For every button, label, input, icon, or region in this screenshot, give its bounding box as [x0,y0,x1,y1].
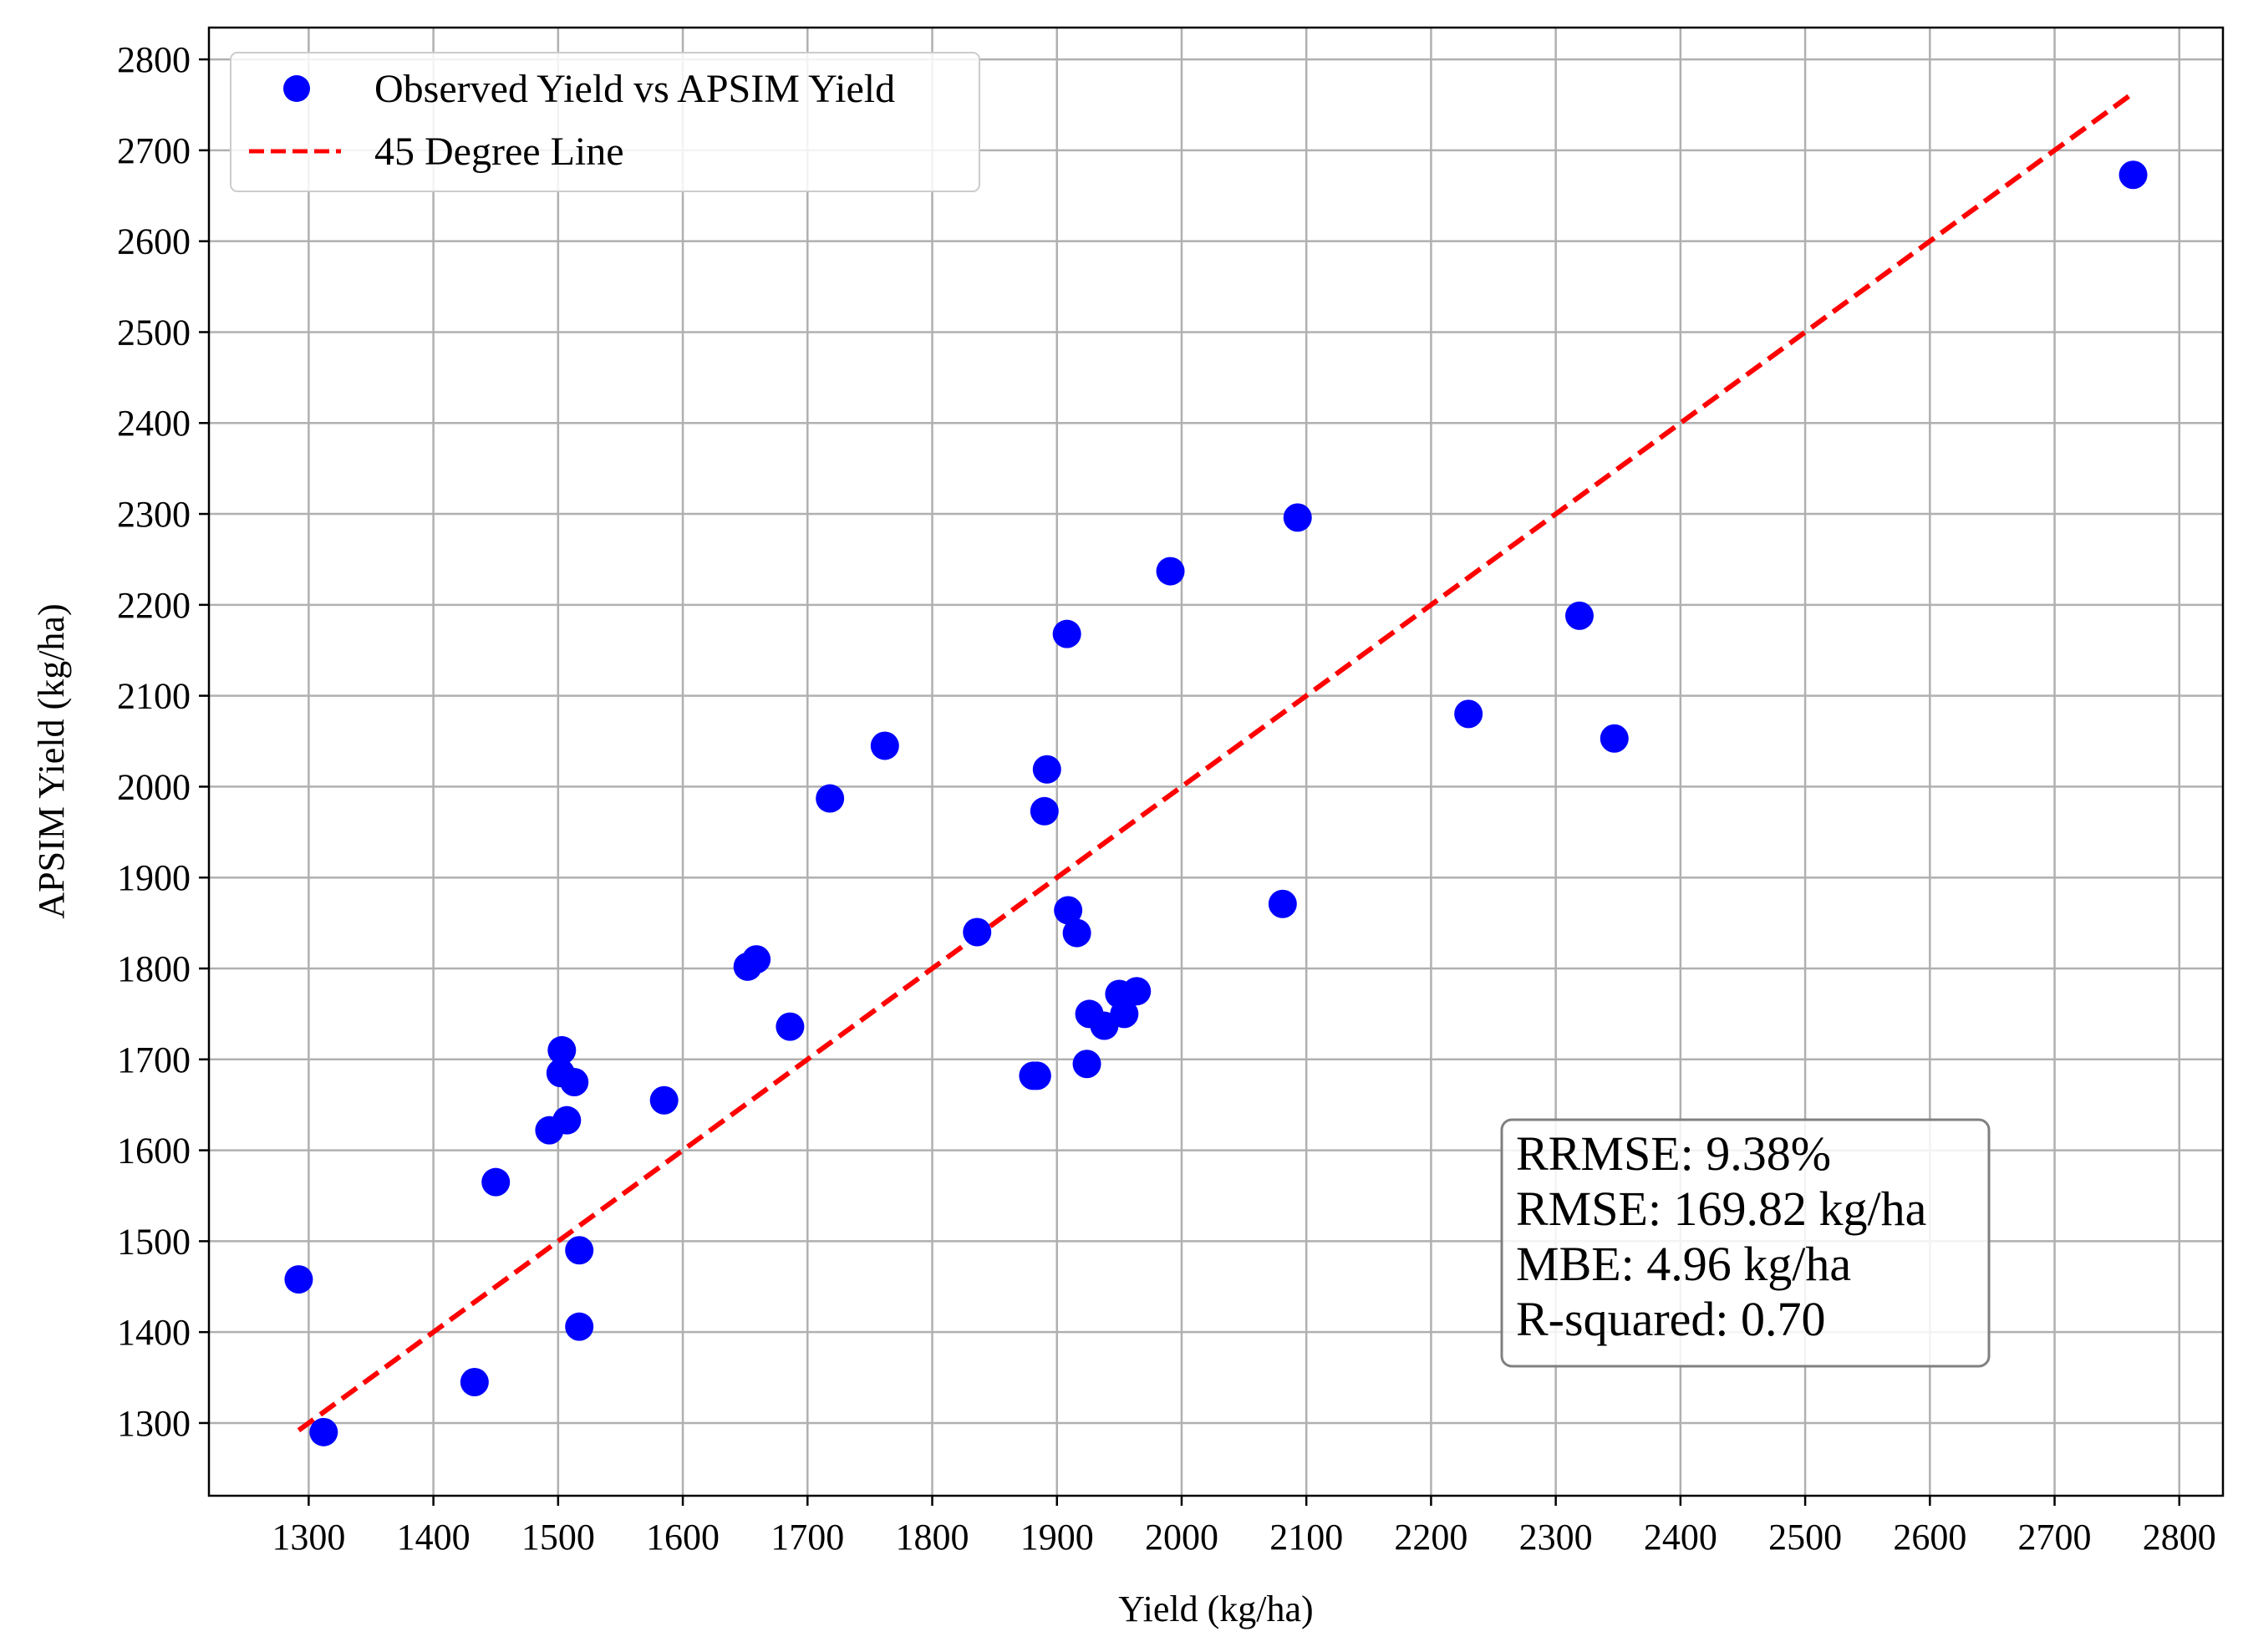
legend-label-points: Observed Yield vs APSIM Yield [374,67,895,111]
y-tick-label: 1600 [117,1131,191,1172]
scatter-points [284,160,2148,1446]
y-tick-label: 2600 [117,221,191,262]
scatter-point [1062,918,1091,948]
x-tick-label: 2600 [1893,1517,1966,1558]
x-tick-label: 2700 [2018,1517,2092,1558]
y-tick-label: 1300 [117,1403,191,1444]
scatter-point [649,1085,679,1115]
scatter-point [1032,755,1061,784]
y-tick-label: 2700 [117,130,191,171]
scatter-point [1156,557,1185,586]
x-tick-label: 2800 [2143,1517,2216,1558]
reference-line-45-degree [297,90,2135,1433]
y-axis-label: APSIM Yield (kg/ha) [31,603,72,918]
scatter-point [1022,1061,1051,1090]
x-axis-label: Yield (kg/ha) [1118,1588,1313,1629]
x-tick-label: 2100 [1269,1517,1343,1558]
scatter-point [565,1236,594,1265]
stat-rrmse: RRMSE: 9.38% [1516,1126,1831,1181]
y-tick-label: 2000 [117,766,191,807]
scatter-point [2118,160,2148,190]
scatter-point [776,1012,805,1041]
y-tick-label: 2200 [117,585,191,626]
scatter-point [552,1106,582,1135]
scatter-point [1564,601,1594,630]
scatter-point [1122,977,1152,1006]
x-tick-label: 1700 [771,1517,844,1558]
scatter-point [742,945,771,974]
scatter-point [1454,699,1483,729]
stat-mbe: MBE: 4.96 kg/ha [1516,1237,1851,1291]
scatter-point [1030,796,1059,826]
x-tick-label: 1600 [646,1517,720,1558]
stats-box-frame [1500,1118,1991,1368]
scatter-point [816,784,845,813]
scatter-point [481,1167,511,1197]
y-tick-label: 2500 [117,312,191,353]
scatter-point [1072,1050,1101,1079]
scatter-point [1268,889,1297,918]
scatter-point [963,917,992,947]
legend-marker-points [283,75,310,102]
y-tick-label: 2400 [117,403,191,444]
scatter-point [1283,503,1312,532]
scatter-point [560,1067,589,1096]
y-tick-label: 1400 [117,1312,191,1353]
x-tick-label: 1500 [521,1517,595,1558]
stat-rmse: RMSE: 169.82 kg/ha [1516,1182,1926,1236]
x-tick-label: 1300 [272,1517,345,1558]
stat-r-squared: R-squared: 0.70 [1516,1292,1826,1346]
y-tick-label: 2800 [117,39,191,80]
scatter-point [284,1265,313,1294]
x-tick-label: 1400 [397,1517,470,1558]
y-tick-label: 2300 [117,494,191,535]
scatter-point [1110,999,1139,1029]
x-tick-label: 2000 [1145,1517,1218,1558]
scatter-point [565,1312,594,1341]
x-tick-label: 2500 [1768,1517,1842,1558]
plot-frame [207,26,2225,1497]
stats-box: RRMSE: 9.38% RMSE: 169.82 kg/ha MBE: 4.9… [1500,1118,1991,1368]
x-tick-label: 2400 [1644,1517,1717,1558]
reference-line-layer [297,90,2135,1433]
x-tick-label: 2300 [1519,1517,1593,1558]
legend-label-line: 45 Degree Line [374,130,624,174]
x-tick-label: 1900 [1020,1517,1094,1558]
legend-box [230,52,980,192]
scatter-point [547,1035,577,1065]
scatter-point [1052,619,1081,648]
scatter-point [309,1417,338,1446]
y-tick-label: 1900 [117,857,191,898]
scatter-point [460,1368,489,1397]
axis-ticks: 1300 1400 1500 1600 1700 1800 1900 2000 2100 2200… [117,39,2216,1558]
y-tick-label: 1700 [117,1039,191,1080]
scatter-point [1054,896,1083,925]
legend: Observed Yield vs APSIM Yield 45 Degree … [230,52,980,192]
y-tick-label: 1800 [117,948,191,989]
y-tick-label: 1500 [117,1221,191,1262]
x-tick-label: 2200 [1394,1517,1467,1558]
scatter-point [1600,724,1629,753]
scatter-point [870,731,899,760]
y-tick-label: 2100 [117,676,191,717]
x-tick-label: 1800 [896,1517,969,1558]
